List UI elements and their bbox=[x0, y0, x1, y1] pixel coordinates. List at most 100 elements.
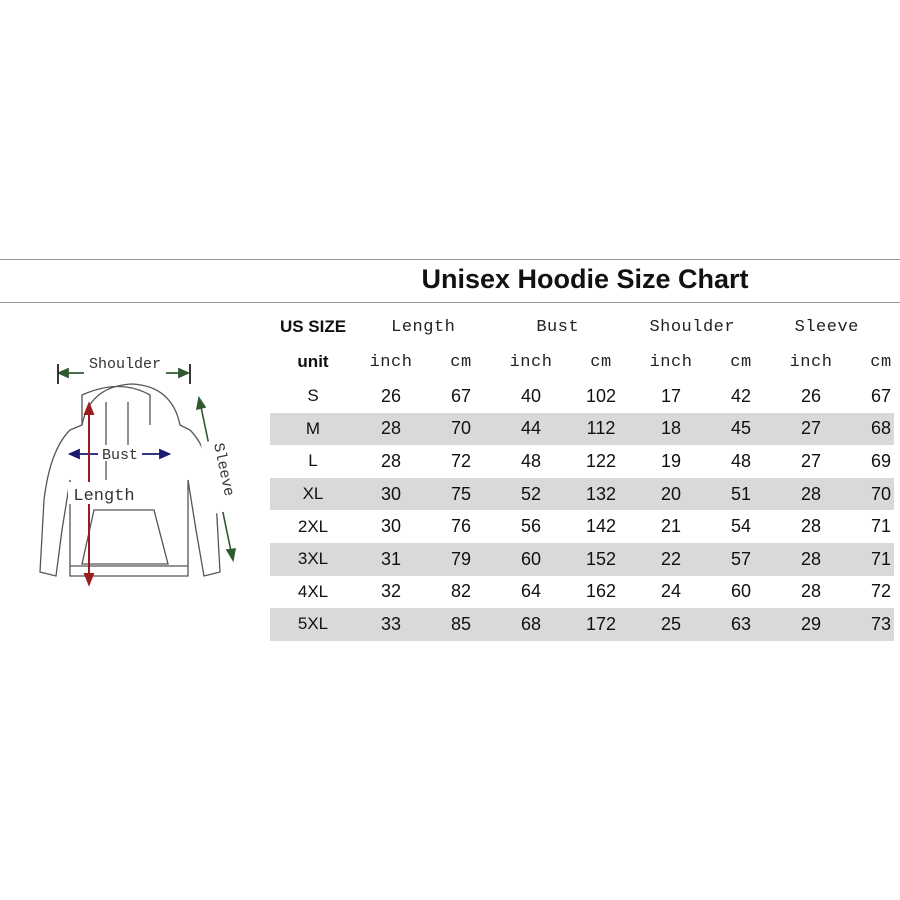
table-row: 4XL 32 82 64 162 24 60 28 72 bbox=[270, 576, 894, 609]
value-cell: 75 bbox=[450, 483, 472, 504]
value-cell: 28 bbox=[800, 483, 822, 504]
value-cell: 85 bbox=[450, 613, 472, 634]
value-cell: 24 bbox=[660, 581, 682, 602]
value-cell: 63 bbox=[730, 613, 752, 634]
value-cell: 27 bbox=[800, 450, 822, 471]
value-cell: 70 bbox=[450, 418, 472, 439]
value-cell: 60 bbox=[730, 581, 752, 602]
table-row: M 28 70 44 112 18 45 27 68 bbox=[270, 412, 894, 446]
value-cell: 22 bbox=[660, 548, 682, 569]
size-cell: S bbox=[307, 386, 319, 406]
table-row: S 26 67 40 102 17 42 26 67 bbox=[270, 380, 894, 413]
value-cell: 27 bbox=[800, 418, 822, 439]
unit-cell: cm bbox=[730, 352, 752, 372]
value-cell: 79 bbox=[450, 548, 472, 569]
value-cell: 52 bbox=[520, 483, 542, 504]
unit-header: unit bbox=[297, 352, 329, 371]
drawstrings bbox=[105, 402, 129, 480]
value-cell: 68 bbox=[520, 613, 542, 634]
value-cell: 42 bbox=[730, 385, 752, 406]
value-cell: 72 bbox=[870, 581, 892, 602]
value-cell: 72 bbox=[450, 450, 472, 471]
group-header: Length bbox=[391, 317, 456, 337]
value-cell: 29 bbox=[800, 613, 822, 634]
hood bbox=[81, 385, 151, 425]
value-cell: 44 bbox=[520, 418, 542, 439]
value-cell: 172 bbox=[585, 613, 617, 634]
group-header: Sleeve bbox=[794, 317, 859, 337]
value-cell: 30 bbox=[380, 483, 402, 504]
value-cell: 28 bbox=[380, 450, 402, 471]
value-cell: 25 bbox=[660, 613, 682, 634]
value-cell: 33 bbox=[380, 613, 402, 634]
length-label: Length bbox=[73, 487, 134, 506]
value-cell: 56 bbox=[520, 516, 542, 537]
value-cell: 102 bbox=[585, 385, 617, 406]
group-header: Bust bbox=[536, 317, 580, 337]
bust-label: Bust bbox=[102, 447, 138, 464]
table-row: 3XL 31 79 60 152 22 57 28 71 bbox=[270, 542, 894, 576]
value-cell: 82 bbox=[450, 581, 472, 602]
table-row: 5XL 33 85 68 172 25 63 29 73 bbox=[270, 608, 894, 641]
value-cell: 28 bbox=[800, 516, 822, 537]
value-cell: 68 bbox=[870, 418, 892, 439]
value-cell: 20 bbox=[660, 483, 682, 504]
value-cell: 19 bbox=[660, 450, 682, 471]
value-cell: 17 bbox=[660, 385, 682, 406]
value-cell: 64 bbox=[520, 581, 542, 602]
value-cell: 71 bbox=[870, 516, 892, 537]
value-cell: 45 bbox=[730, 418, 752, 439]
size-table: US SIZE Length Bust Shoulder Sleeve unit… bbox=[270, 310, 894, 641]
value-cell: 152 bbox=[585, 548, 617, 569]
unit-header-row: unit inch cm inch cm inch cm inch cm bbox=[270, 344, 894, 380]
size-cell: 2XL bbox=[297, 516, 329, 536]
value-cell: 28 bbox=[800, 581, 822, 602]
value-cell: 60 bbox=[520, 548, 542, 569]
value-cell: 69 bbox=[870, 450, 892, 471]
table-row: XL 30 75 52 132 20 51 28 70 bbox=[270, 477, 894, 511]
size-cell: 4XL bbox=[297, 581, 329, 601]
size-cell: 5XL bbox=[297, 614, 329, 634]
page-title: Unisex Hoodie Size Chart bbox=[421, 264, 749, 294]
value-cell: 142 bbox=[585, 516, 617, 537]
hoodie-diagram: Shoulder Bust Length Sleeve bbox=[39, 356, 238, 587]
value-cell: 67 bbox=[870, 385, 892, 406]
value-cell: 76 bbox=[450, 516, 472, 537]
value-cell: 122 bbox=[585, 450, 617, 471]
shoulder-arrow-icon bbox=[56, 362, 191, 384]
value-cell: 67 bbox=[450, 385, 472, 406]
value-cell: 71 bbox=[870, 548, 892, 569]
unit-cell: inch bbox=[509, 352, 553, 372]
group-header-row: US SIZE Length Bust Shoulder Sleeve bbox=[270, 310, 894, 344]
size-cell: 3XL bbox=[297, 549, 329, 569]
value-cell: 21 bbox=[660, 516, 682, 537]
value-cell: 162 bbox=[585, 581, 617, 602]
top-divider bbox=[0, 259, 900, 260]
value-cell: 26 bbox=[380, 385, 402, 406]
value-cell: 48 bbox=[730, 450, 752, 471]
value-cell: 112 bbox=[586, 418, 616, 439]
value-cell: 48 bbox=[520, 450, 542, 471]
value-cell: 30 bbox=[380, 516, 402, 537]
value-cell: 26 bbox=[800, 385, 822, 406]
table-row: 2XL 30 76 56 142 21 54 28 71 bbox=[270, 510, 894, 543]
size-cell: M bbox=[305, 418, 321, 438]
unit-cell: cm bbox=[870, 352, 892, 372]
size-cell: XL bbox=[302, 484, 324, 504]
value-cell: 132 bbox=[585, 483, 617, 504]
value-cell: 40 bbox=[520, 385, 542, 406]
value-cell: 31 bbox=[380, 548, 402, 569]
value-cell: 54 bbox=[730, 516, 752, 537]
unit-cell: cm bbox=[590, 352, 612, 372]
size-cell: L bbox=[308, 451, 318, 471]
unit-cell: inch bbox=[649, 352, 693, 372]
us-size-header: US SIZE bbox=[279, 317, 347, 336]
value-cell: 73 bbox=[870, 613, 892, 634]
hoodie-outline bbox=[39, 383, 221, 577]
unit-cell: cm bbox=[450, 352, 472, 372]
value-cell: 28 bbox=[800, 548, 822, 569]
value-cell: 32 bbox=[380, 581, 402, 602]
shoulder-label: Shoulder bbox=[89, 356, 161, 373]
title-divider bbox=[0, 302, 900, 303]
table-row: L 28 72 48 122 19 48 27 69 bbox=[270, 445, 894, 478]
